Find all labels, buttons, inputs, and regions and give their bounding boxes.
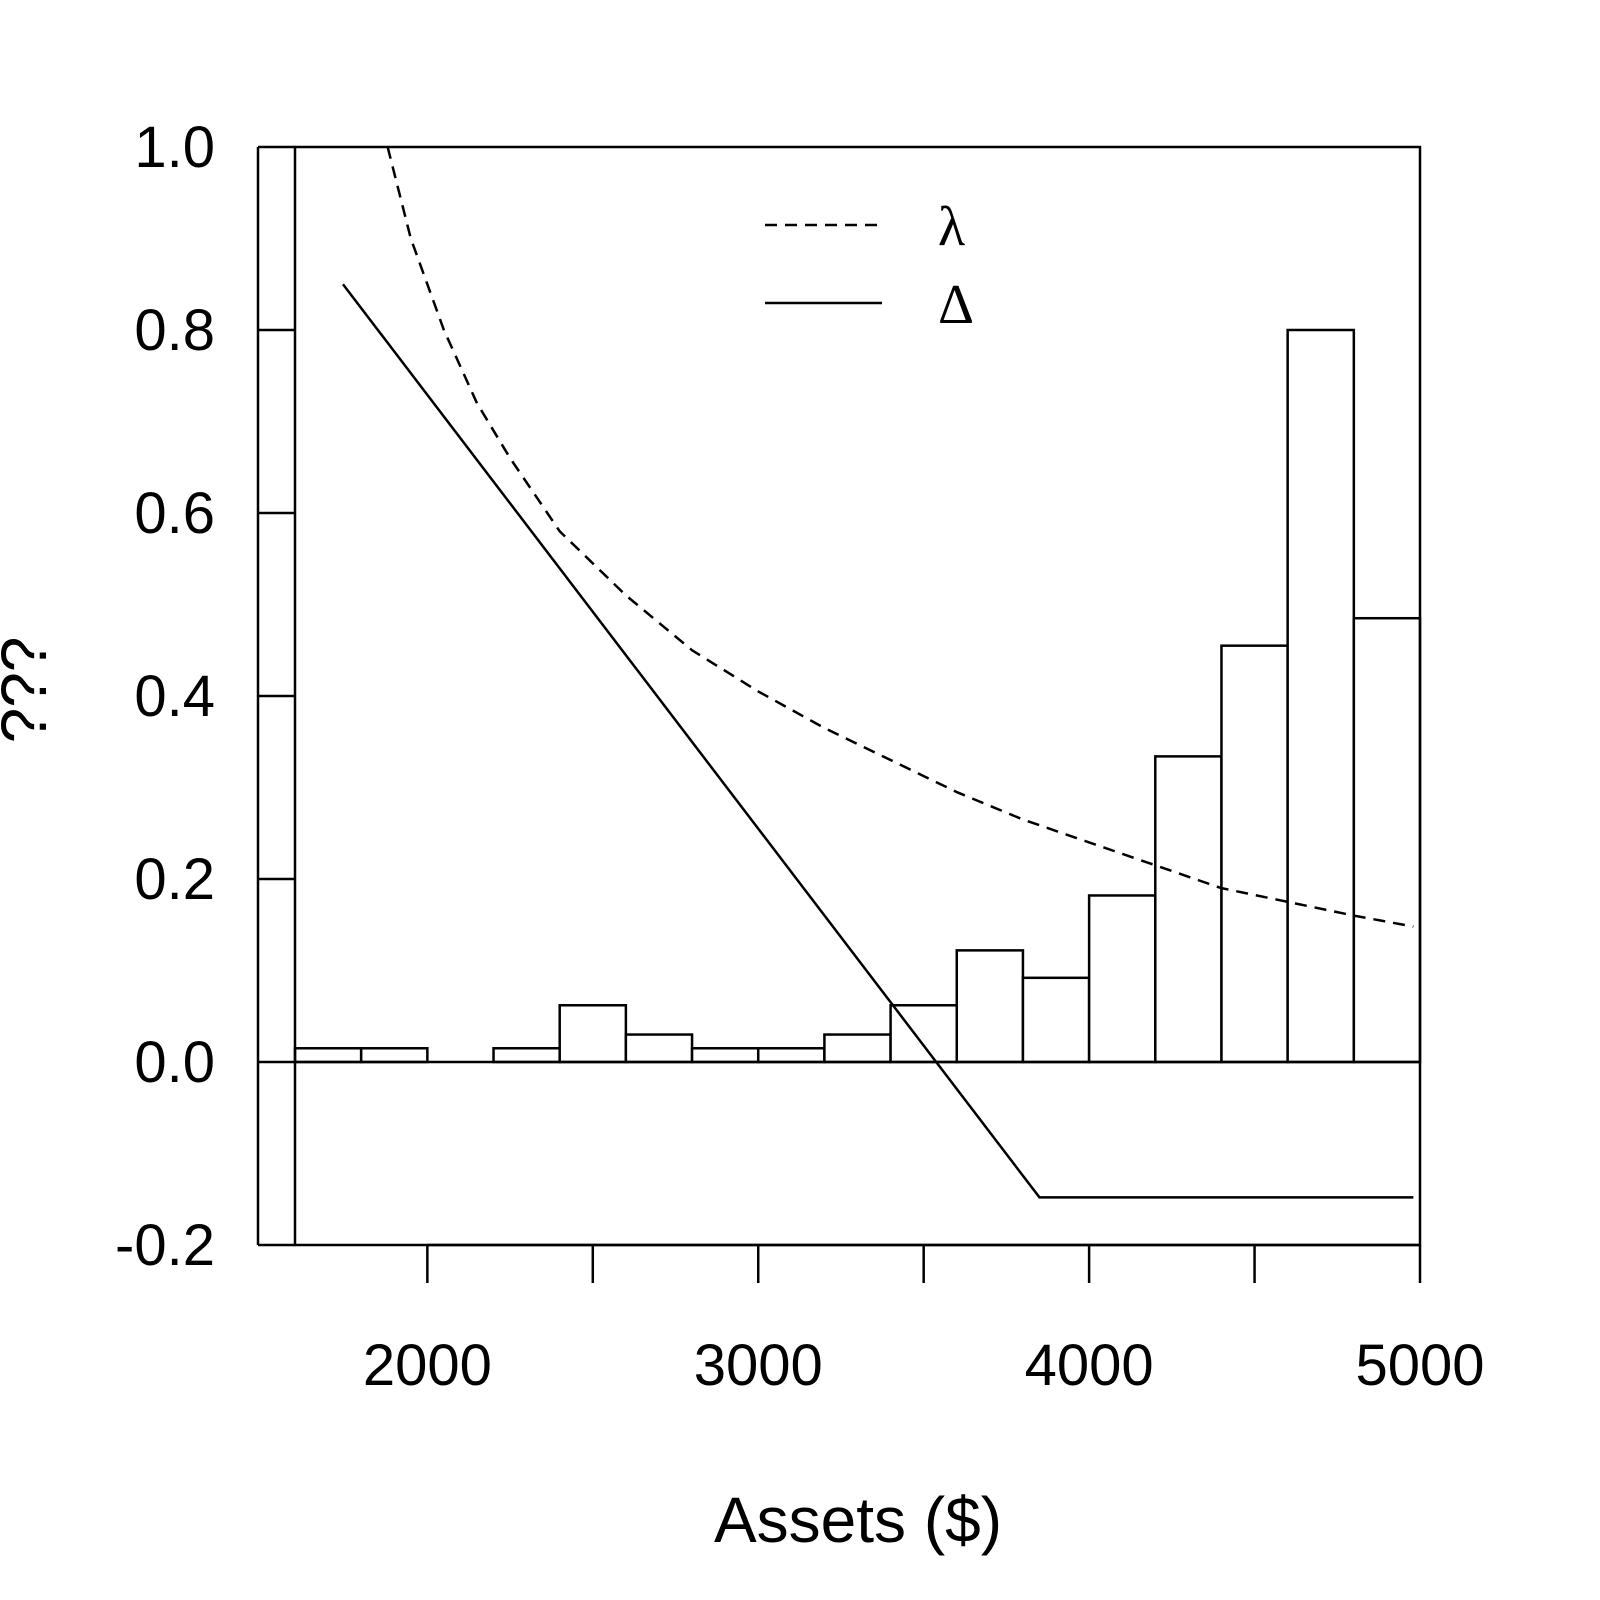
y-tick-label: 0.0: [134, 1030, 215, 1095]
x-tick-label: 5000: [1355, 1333, 1484, 1398]
legend: λΔ: [765, 196, 974, 336]
y-tick-label: 0.6: [134, 481, 215, 546]
histogram-bar: [359, 1047, 429, 1064]
series-line-0: [386, 146, 1414, 928]
histogram-bar: [1087, 894, 1157, 1064]
y-tick-label: 0.2: [134, 847, 215, 912]
y-tick-label: 0.8: [134, 298, 215, 363]
y-tick-label: -0.2: [115, 1213, 215, 1278]
x-tick-label: 2000: [363, 1333, 492, 1398]
legend-label-1: Δ: [938, 274, 974, 336]
x-tick-label: 4000: [1025, 1333, 1154, 1398]
histogram-bar: [1021, 976, 1091, 1064]
legend-label-0: λ: [938, 196, 965, 258]
y-tick-label: 1.0: [134, 115, 215, 180]
y-axis-title: ???: [0, 637, 60, 744]
histogram-bar: [558, 1004, 628, 1064]
histogram-bars: [293, 328, 1422, 1064]
histogram-bar: [955, 949, 1025, 1064]
histogram-bar: [1220, 644, 1289, 1064]
histogram-bar: [1286, 328, 1356, 1064]
x-axis: 2000 3000 4000 5000: [363, 1243, 1485, 1398]
x-tick-label: 3000: [694, 1333, 823, 1398]
histogram-bar: [690, 1047, 760, 1064]
y-tick-label: 0.4: [134, 664, 215, 729]
histogram-bar: [1154, 755, 1223, 1064]
histogram-bar: [624, 1033, 694, 1064]
series-line-1: [341, 283, 1414, 1199]
histogram-bar: [823, 1033, 892, 1064]
histogram-bar: [492, 1047, 561, 1064]
histogram-bar: [756, 1047, 826, 1064]
x-axis-title: Assets ($): [714, 1484, 1002, 1556]
histogram-bar: [1352, 616, 1422, 1064]
y-axis: 1.0 0.8 0.6 0.4 0.2 0.0 -0.2: [115, 115, 295, 1278]
series-lines: [341, 146, 1414, 1199]
histogram-bar: [293, 1047, 363, 1064]
